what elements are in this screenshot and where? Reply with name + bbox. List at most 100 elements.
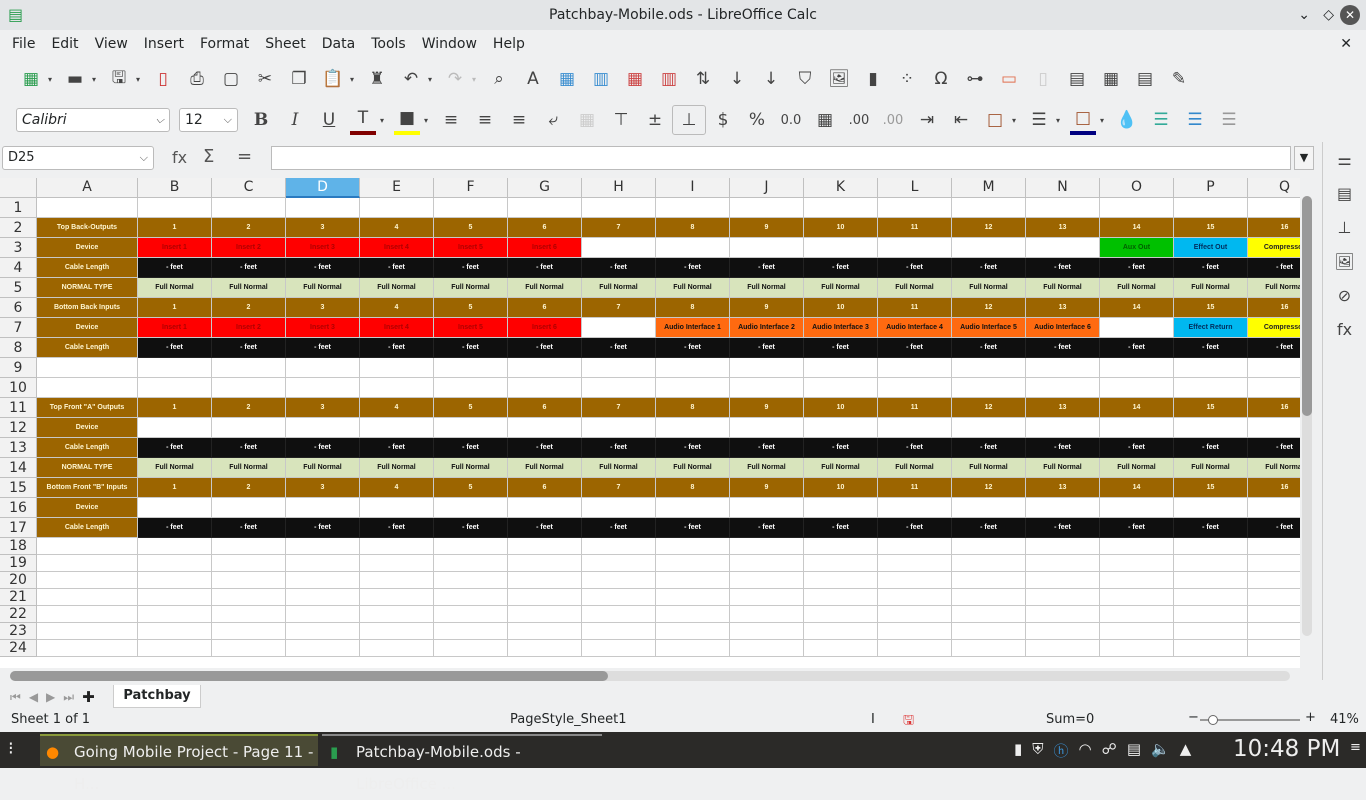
cell-j15[interactable]: 9 bbox=[730, 478, 804, 498]
spelling-icon[interactable]: A bbox=[527, 69, 539, 89]
cell-g9[interactable] bbox=[508, 358, 582, 378]
cell-i19[interactable] bbox=[656, 555, 730, 572]
cell-n18[interactable] bbox=[1026, 538, 1100, 555]
cell-o2[interactable]: 14 bbox=[1100, 218, 1174, 238]
cell-c1[interactable] bbox=[212, 198, 286, 218]
row-header-23[interactable]: 23 bbox=[0, 623, 37, 640]
headers-footers-icon[interactable]: ▯ bbox=[1038, 69, 1048, 89]
dropdown-icon[interactable]: ▾ bbox=[1100, 115, 1105, 125]
column-header-k[interactable]: K bbox=[804, 178, 878, 198]
cell-o1[interactable] bbox=[1100, 198, 1174, 218]
row-header-19[interactable]: 19 bbox=[0, 555, 37, 572]
cell-q1[interactable] bbox=[1248, 198, 1300, 218]
cell-q7[interactable]: Compressor bbox=[1248, 318, 1300, 338]
cell-c7[interactable]: Insert 2 bbox=[212, 318, 286, 338]
cell-l4[interactable]: - feet bbox=[878, 258, 952, 278]
cell-e19[interactable] bbox=[360, 555, 434, 572]
cell-j24[interactable] bbox=[730, 640, 804, 657]
menu-format[interactable]: Format bbox=[199, 36, 250, 52]
paste-icon[interactable]: 📋 bbox=[322, 69, 344, 89]
cell-q14[interactable]: Full Normal bbox=[1248, 458, 1300, 478]
cell-p5[interactable]: Full Normal bbox=[1174, 278, 1248, 298]
cell-k11[interactable]: 10 bbox=[804, 398, 878, 418]
cell-m24[interactable] bbox=[952, 640, 1026, 657]
cell-c9[interactable] bbox=[212, 358, 286, 378]
cell-k24[interactable] bbox=[804, 640, 878, 657]
sort-icon[interactable]: ⇅ bbox=[695, 69, 711, 89]
cell-n1[interactable] bbox=[1026, 198, 1100, 218]
menu-window[interactable]: Window bbox=[421, 36, 477, 52]
cell-p22[interactable] bbox=[1174, 606, 1248, 623]
cell-q11[interactable]: 16 bbox=[1248, 398, 1300, 418]
cell-i24[interactable] bbox=[656, 640, 730, 657]
cell-k16[interactable] bbox=[804, 498, 878, 518]
cell-h7[interactable] bbox=[582, 318, 656, 338]
dropdown-icon[interactable]: ▾ bbox=[428, 74, 433, 84]
cell-o6[interactable]: 14 bbox=[1100, 298, 1174, 318]
cell-h17[interactable]: - feet bbox=[582, 518, 656, 538]
user-icon[interactable]: ☍ bbox=[1101, 740, 1117, 758]
cell-o24[interactable] bbox=[1100, 640, 1174, 657]
cell-p1[interactable] bbox=[1174, 198, 1248, 218]
cell-q16[interactable] bbox=[1248, 498, 1300, 518]
dropdown-icon[interactable]: ▾ bbox=[136, 74, 141, 84]
cell-a21[interactable] bbox=[37, 589, 138, 606]
cell-d15[interactable]: 3 bbox=[286, 478, 360, 498]
merge-cells-icon[interactable]: ▦ bbox=[578, 110, 596, 130]
cell-a17[interactable]: Cable Length bbox=[37, 518, 138, 538]
cell-p7[interactable]: Effect Return bbox=[1174, 318, 1248, 338]
cell-p19[interactable] bbox=[1174, 555, 1248, 572]
cell-m14[interactable]: Full Normal bbox=[952, 458, 1026, 478]
cell-i10[interactable] bbox=[656, 378, 730, 398]
cell-f9[interactable] bbox=[434, 358, 508, 378]
cell-f5[interactable]: Full Normal bbox=[434, 278, 508, 298]
sum-icon[interactable]: Σ bbox=[203, 146, 215, 167]
properties-icon[interactable]: ⚌ bbox=[1337, 149, 1352, 169]
cell-b20[interactable] bbox=[138, 572, 212, 589]
row-header-20[interactable]: 20 bbox=[0, 572, 37, 589]
cell-n8[interactable]: - feet bbox=[1026, 338, 1100, 358]
menu-insert[interactable]: Insert bbox=[143, 36, 184, 52]
menu-help[interactable]: Help bbox=[492, 36, 525, 52]
cell-p17[interactable]: - feet bbox=[1174, 518, 1248, 538]
hp-icon[interactable]: ⓗ bbox=[1053, 742, 1069, 760]
cell-l15[interactable]: 11 bbox=[878, 478, 952, 498]
cell-a18[interactable] bbox=[37, 538, 138, 555]
cell-j1[interactable] bbox=[730, 198, 804, 218]
cell-n13[interactable]: - feet bbox=[1026, 438, 1100, 458]
cell-q15[interactable]: 16 bbox=[1248, 478, 1300, 498]
cell-j9[interactable] bbox=[730, 358, 804, 378]
cell-m22[interactable] bbox=[952, 606, 1026, 623]
cell-i9[interactable] bbox=[656, 358, 730, 378]
cell-e20[interactable] bbox=[360, 572, 434, 589]
close-button[interactable]: ✕ bbox=[1340, 5, 1360, 25]
cell-f22[interactable] bbox=[434, 606, 508, 623]
cell-l8[interactable]: - feet bbox=[878, 338, 952, 358]
cell-c8[interactable]: - feet bbox=[212, 338, 286, 358]
cell-d23[interactable] bbox=[286, 623, 360, 640]
cell-l22[interactable] bbox=[878, 606, 952, 623]
cell-h13[interactable]: - feet bbox=[582, 438, 656, 458]
cell-d8[interactable]: - feet bbox=[286, 338, 360, 358]
cell-p10[interactable] bbox=[1174, 378, 1248, 398]
align-center-icon[interactable]: ≡ bbox=[477, 110, 493, 130]
cell-l1[interactable] bbox=[878, 198, 952, 218]
cell-q19[interactable] bbox=[1248, 555, 1300, 572]
cell-q12[interactable] bbox=[1248, 418, 1300, 438]
cell-n16[interactable] bbox=[1026, 498, 1100, 518]
cell-b6[interactable]: 1 bbox=[138, 298, 212, 318]
cell-i17[interactable]: - feet bbox=[656, 518, 730, 538]
wrap-text-icon[interactable]: ⤶ bbox=[548, 110, 558, 130]
cell-c18[interactable] bbox=[212, 538, 286, 555]
cell-o8[interactable]: - feet bbox=[1100, 338, 1174, 358]
cell-c5[interactable]: Full Normal bbox=[212, 278, 286, 298]
selection-mode-icon[interactable]: I bbox=[871, 712, 875, 727]
cell-o14[interactable]: Full Normal bbox=[1100, 458, 1174, 478]
cell-p21[interactable] bbox=[1174, 589, 1248, 606]
cell-d7[interactable]: Insert 3 bbox=[286, 318, 360, 338]
cell-k6[interactable]: 10 bbox=[804, 298, 878, 318]
cell-o7[interactable] bbox=[1100, 318, 1174, 338]
cell-m9[interactable] bbox=[952, 358, 1026, 378]
cell-a12[interactable]: Device bbox=[37, 418, 138, 438]
cell-f18[interactable] bbox=[434, 538, 508, 555]
